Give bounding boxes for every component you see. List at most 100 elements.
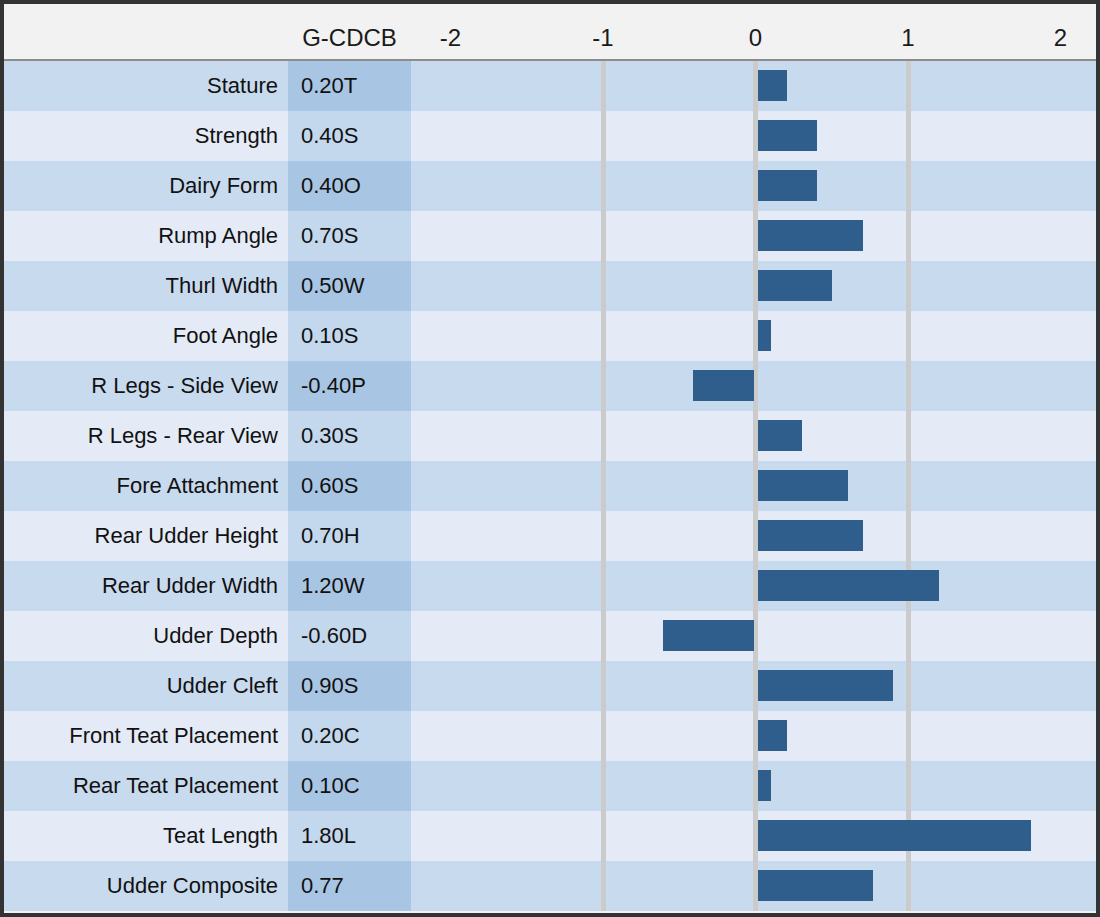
- trait-label: Rear Udder Height: [4, 511, 288, 561]
- trait-value: 0.40S: [288, 111, 411, 161]
- gridline: [601, 361, 606, 411]
- trait-row: Rear Udder Height0.70H: [4, 511, 1096, 561]
- trait-label: Udder Depth: [4, 611, 288, 661]
- trait-label: Thurl Width: [4, 261, 288, 311]
- gridline: [906, 611, 911, 661]
- gridline: [601, 211, 606, 261]
- gridline: [601, 561, 606, 611]
- trait-bar: [663, 620, 755, 651]
- gridline: [601, 611, 606, 661]
- trait-row: Fore Attachment0.60S: [4, 461, 1096, 511]
- trait-plot: [411, 761, 1096, 811]
- gridline: [601, 811, 606, 861]
- trait-plot: [411, 161, 1096, 211]
- trait-plot: [411, 711, 1096, 761]
- trait-plot: [411, 511, 1096, 561]
- gridline: [601, 311, 606, 361]
- trait-label: Udder Composite: [4, 861, 288, 911]
- x-axis-tick: 0: [749, 26, 762, 50]
- gridline: [601, 111, 606, 161]
- x-axis-tick: -2: [440, 26, 461, 50]
- trait-row: Front Teat Placement0.20C: [4, 711, 1096, 761]
- trait-label: Udder Cleft: [4, 661, 288, 711]
- gridline: [601, 411, 606, 461]
- trait-bar: [758, 470, 848, 501]
- gridline: [601, 161, 606, 211]
- gridline: [601, 461, 606, 511]
- trait-row: Foot Angle0.10S: [4, 311, 1096, 361]
- trait-plot: [411, 211, 1096, 261]
- trait-label: Rear Teat Placement: [4, 761, 288, 811]
- trait-value: 0.70H: [288, 511, 411, 561]
- trait-plot: [411, 261, 1096, 311]
- gridline: [906, 111, 911, 161]
- gridline: [601, 711, 606, 761]
- x-axis-tick: -1: [592, 26, 613, 50]
- trait-label: Front Teat Placement: [4, 711, 288, 761]
- trait-value: 0.30S: [288, 411, 411, 461]
- trait-row: Thurl Width0.50W: [4, 261, 1096, 311]
- gridline: [601, 661, 606, 711]
- trait-label: Teat Length: [4, 811, 288, 861]
- trait-row: Rear Teat Placement0.10C: [4, 761, 1096, 811]
- trait-row: Dairy Form0.40O: [4, 161, 1096, 211]
- gridline: [601, 511, 606, 561]
- trait-row: Rear Udder Width1.20W: [4, 561, 1096, 611]
- trait-bar: [693, 370, 754, 401]
- gridline: [601, 261, 606, 311]
- trait-plot: [411, 461, 1096, 511]
- gridline: [906, 61, 911, 111]
- trait-plot: [411, 661, 1096, 711]
- trait-plot: [411, 361, 1096, 411]
- trait-plot: [411, 611, 1096, 661]
- trait-bar: [758, 170, 817, 201]
- trait-bar: [758, 770, 771, 801]
- trait-bar: [758, 720, 787, 751]
- trait-plot: [411, 111, 1096, 161]
- trait-bar: [758, 820, 1031, 851]
- trait-bar: [758, 670, 893, 701]
- gridline: [906, 361, 911, 411]
- trait-row: Udder Depth-0.60D: [4, 611, 1096, 661]
- trait-value: 0.20T: [288, 61, 411, 111]
- gridline: [906, 511, 911, 561]
- trait-label: Strength: [4, 111, 288, 161]
- trait-bar: [758, 320, 771, 351]
- x-axis-tick: 2: [1054, 26, 1067, 50]
- trait-label: Dairy Form: [4, 161, 288, 211]
- trait-row: Teat Length1.80L: [4, 811, 1096, 861]
- trait-value: -0.40P: [288, 361, 411, 411]
- gridline: [906, 861, 911, 911]
- trait-value: 0.40O: [288, 161, 411, 211]
- gridline: [906, 661, 911, 711]
- gridline: [906, 411, 911, 461]
- gridline: [906, 161, 911, 211]
- trait-plot: [411, 411, 1096, 461]
- trait-value: 1.20W: [288, 561, 411, 611]
- trait-value: -0.60D: [288, 611, 411, 661]
- trait-row: Rump Angle0.70S: [4, 211, 1096, 261]
- trait-value: 1.80L: [288, 811, 411, 861]
- trait-value: 0.70S: [288, 211, 411, 261]
- trait-bar: [758, 220, 863, 251]
- trait-row: Strength0.40S: [4, 111, 1096, 161]
- trait-bar: [758, 70, 787, 101]
- gridline: [601, 861, 606, 911]
- x-axis-tick: 1: [901, 26, 914, 50]
- trait-value: 0.77: [288, 861, 411, 911]
- trait-bar: [758, 870, 873, 901]
- trait-plot: [411, 561, 1096, 611]
- gridline: [601, 761, 606, 811]
- trait-bar: [758, 570, 939, 601]
- trait-value: 0.60S: [288, 461, 411, 511]
- value-column-header: G-CDCB: [288, 26, 411, 50]
- linear-trait-bar-chart: G-CDCB -2-1012 Stature0.20TStrength0.40S…: [0, 0, 1100, 917]
- gridline: [906, 761, 911, 811]
- trait-label: Rump Angle: [4, 211, 288, 261]
- trait-plot: [411, 811, 1096, 861]
- trait-label: Foot Angle: [4, 311, 288, 361]
- trait-plot: [411, 311, 1096, 361]
- gridline: [601, 61, 606, 111]
- gridline: [906, 311, 911, 361]
- trait-row: Udder Cleft0.90S: [4, 661, 1096, 711]
